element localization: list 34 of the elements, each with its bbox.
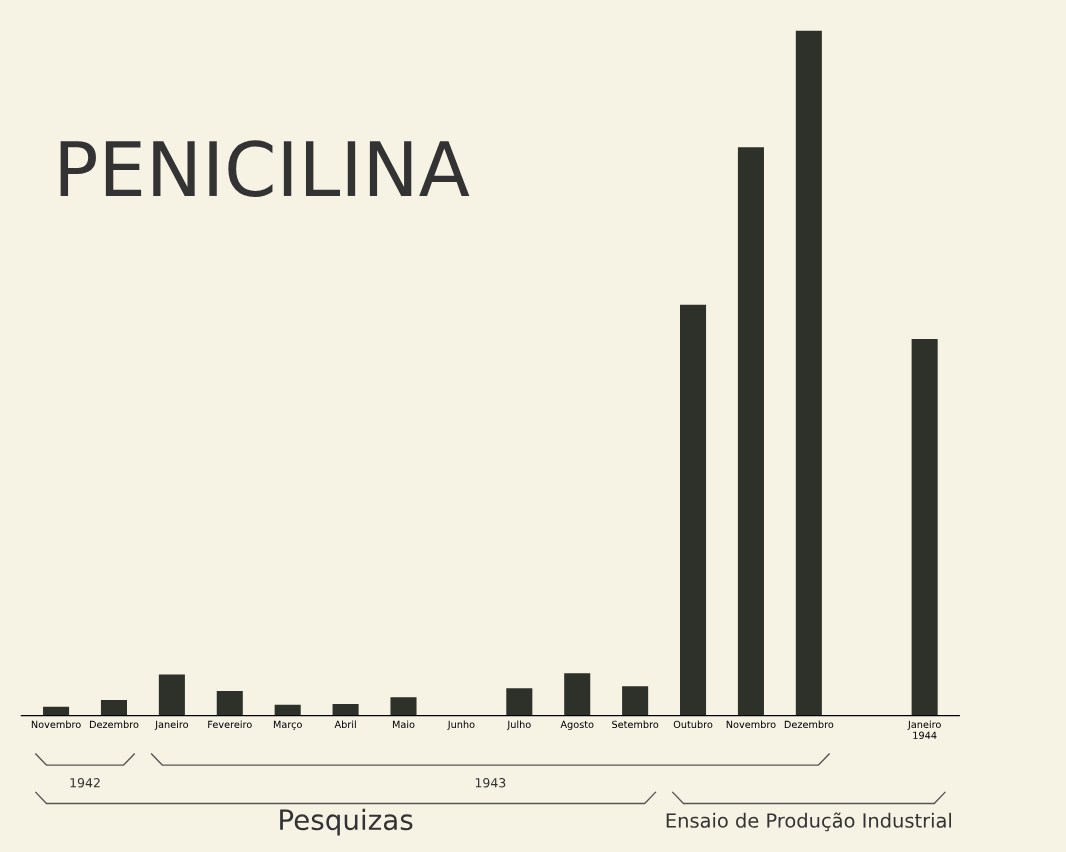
bar	[795, 30, 822, 716]
text: PENICILINA	[60, 140, 470, 198]
bar	[158, 674, 185, 716]
bar	[911, 338, 938, 716]
bar	[43, 706, 70, 716]
x-tick-label: Setembro	[612, 720, 659, 729]
bar	[332, 704, 359, 716]
bar	[216, 691, 243, 716]
bar	[622, 686, 649, 716]
x-tick-label: Novembro	[726, 720, 776, 729]
x-tick-label: Dezembro	[89, 720, 139, 729]
x-tick-label: Março	[273, 720, 302, 730]
bar	[564, 673, 591, 716]
bar	[506, 688, 533, 716]
x-tick-label: Abril	[334, 720, 356, 729]
x-tick-label: Agosto	[560, 720, 594, 730]
text: 1942	[70, 778, 100, 788]
bar	[100, 699, 127, 716]
x-tick-label: Outubro	[673, 720, 713, 729]
bar	[737, 147, 764, 716]
x-tick-label: Janeiro	[154, 720, 189, 730]
bar	[390, 697, 417, 716]
x-tick-label: Maio	[392, 720, 415, 729]
bar	[274, 704, 301, 716]
x-tick-label: Junho	[447, 720, 475, 730]
x-tick-label: Novembro	[31, 720, 81, 729]
text: Ensaio de Produção Industrial	[666, 812, 952, 832]
text: 1943	[475, 778, 506, 788]
x-tick-label: Fevereiro	[208, 720, 252, 729]
bar	[680, 304, 707, 716]
x-tick-label: Julho	[506, 720, 531, 730]
text: Pesquizas	[280, 808, 413, 836]
x-tick-label: Janeiro 1944	[907, 720, 941, 739]
x-tick-label: Dezembro	[784, 720, 834, 729]
